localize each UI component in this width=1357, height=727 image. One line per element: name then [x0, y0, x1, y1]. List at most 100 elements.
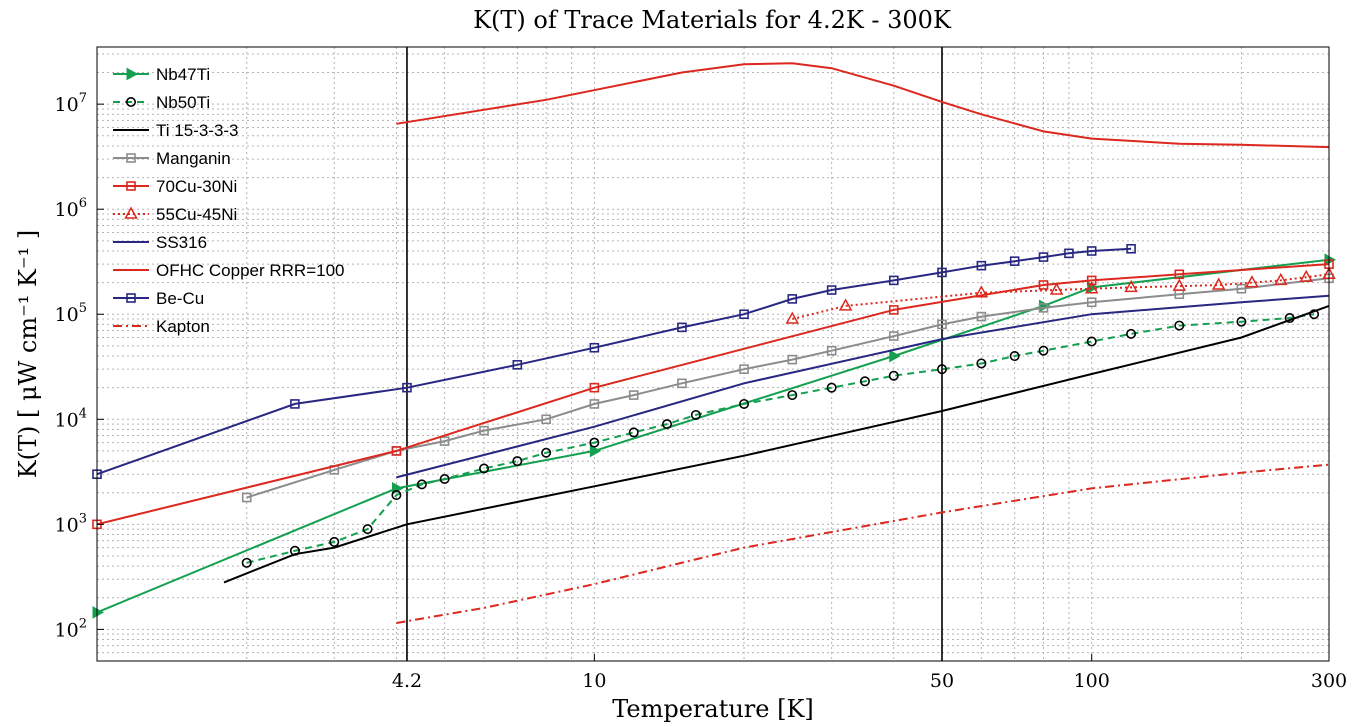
data-point	[677, 322, 687, 333]
data-point	[976, 358, 987, 369]
x-tick-label: 10	[582, 670, 606, 692]
data-point	[859, 376, 870, 387]
data-point	[1009, 351, 1020, 362]
series-1	[241, 309, 1320, 568]
legend-marker	[126, 97, 137, 108]
data-point	[329, 536, 340, 547]
plot-frame	[96, 46, 1330, 662]
data-point	[1236, 316, 1247, 327]
data-point	[1309, 309, 1320, 320]
data-point	[589, 399, 600, 409]
legend-marker	[126, 293, 136, 303]
x-tick-label: 300	[1311, 670, 1347, 692]
series-7	[396, 62, 1330, 149]
legend-marker	[126, 181, 136, 191]
legend-item: Kapton	[113, 317, 210, 336]
data-point	[936, 364, 947, 375]
series-8	[92, 243, 1136, 480]
data-point	[838, 298, 853, 311]
data-point	[787, 354, 798, 365]
y-axis-ticks: 102 103 104 105 106 107	[55, 91, 104, 641]
data-point	[976, 260, 987, 271]
data-point	[1299, 269, 1314, 282]
data-point	[888, 331, 899, 341]
data-point	[1086, 275, 1097, 286]
legend-label: Nb50Ti	[156, 93, 210, 112]
y-tick-label: 104	[55, 406, 87, 431]
legend-item: SS316	[113, 233, 207, 252]
data-point	[439, 436, 450, 446]
data-point	[1009, 256, 1020, 266]
data-point	[937, 267, 947, 278]
data-point	[1174, 269, 1185, 280]
data-point	[241, 492, 252, 503]
legend-item: Be-Cu	[113, 289, 204, 308]
series-layer	[92, 62, 1337, 624]
data-point	[589, 437, 600, 448]
data-point	[1086, 297, 1097, 308]
legend-label: 55Cu-45Ni	[156, 205, 237, 224]
data-point	[362, 524, 373, 535]
data-point	[826, 285, 837, 295]
data-point	[241, 557, 252, 568]
series-9	[396, 463, 1330, 624]
series-line	[96, 247, 1132, 476]
legend-label: Nb47Ti	[156, 65, 210, 84]
data-point	[512, 456, 523, 467]
data-point	[1126, 328, 1137, 339]
data-point	[826, 345, 837, 356]
legend: Nb47Ti Nb50Ti Ti 15-3-3-3 Manganin 70Cu-30Ni…	[113, 65, 345, 336]
grid	[97, 47, 1329, 661]
series-6	[396, 294, 1330, 479]
series-line	[223, 304, 1330, 584]
legend-item: Nb47Ti	[113, 65, 210, 84]
legend-label: Kapton	[156, 317, 210, 336]
series-line	[396, 463, 1330, 624]
data-point	[1211, 277, 1226, 290]
reference-lines	[406, 47, 943, 661]
data-point	[739, 364, 749, 374]
series-2	[223, 304, 1330, 584]
data-point	[589, 342, 600, 353]
data-point	[479, 463, 490, 474]
data-point	[391, 446, 402, 456]
data-point	[402, 382, 412, 393]
data-point	[541, 447, 552, 458]
data-point	[416, 479, 427, 490]
data-point	[739, 309, 749, 320]
x-tick-label: 4.2	[392, 670, 422, 692]
legend-item: Nb50Ti	[113, 93, 210, 112]
data-point	[1174, 320, 1185, 331]
data-point	[439, 474, 450, 485]
legend-label: Ti 15-3-3-3	[156, 121, 239, 140]
series-line	[246, 313, 1315, 564]
data-point	[1126, 243, 1136, 254]
data-point	[541, 414, 551, 425]
data-point	[785, 311, 800, 324]
y-tick-label: 106	[55, 196, 87, 221]
data-point	[662, 419, 673, 430]
data-point	[1172, 278, 1187, 291]
data-point	[976, 311, 987, 322]
x-axis-label: Temperature [K]	[612, 695, 814, 723]
data-point	[690, 409, 701, 420]
legend-label: 70Cu-30Ni	[156, 177, 237, 196]
data-point	[889, 349, 901, 363]
data-point	[512, 360, 523, 370]
data-point	[92, 606, 105, 619]
series-line	[396, 62, 1330, 149]
data-point	[1084, 281, 1099, 294]
data-point	[974, 285, 989, 298]
y-tick-label: 105	[55, 301, 87, 326]
data-point	[589, 444, 602, 458]
legend-item: 55Cu-45Ni	[113, 205, 237, 224]
series-line	[96, 263, 1330, 526]
series-line	[246, 277, 1330, 499]
data-point	[1038, 345, 1049, 356]
data-point	[479, 425, 489, 436]
data-point	[888, 370, 899, 381]
x-axis-ticks: 4.2 10 50 100 300	[392, 654, 1347, 692]
legend-item: OFHC Copper RRR=100	[113, 261, 345, 280]
data-point	[888, 305, 899, 315]
